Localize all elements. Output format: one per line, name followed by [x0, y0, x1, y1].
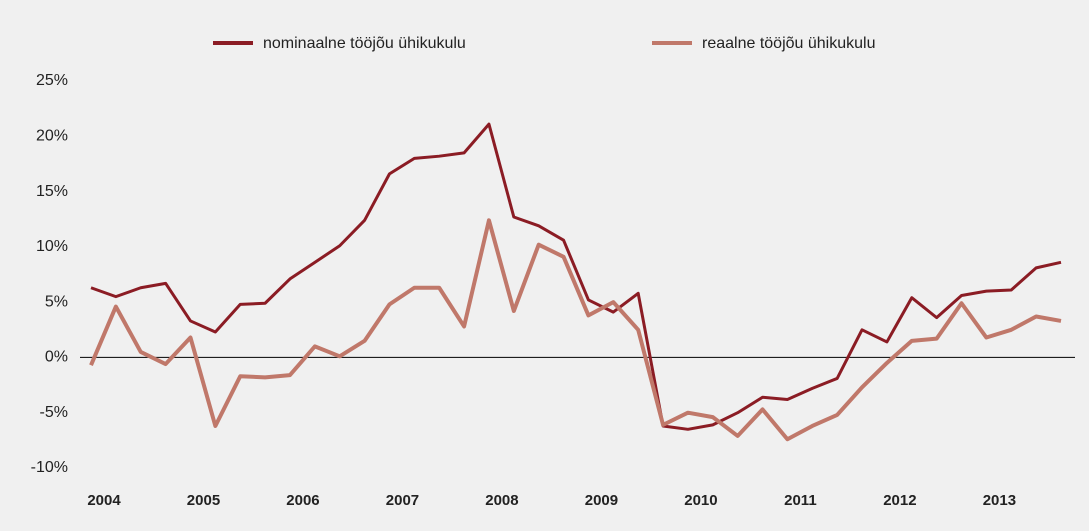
x-tick-label: 2008	[485, 492, 518, 509]
y-tick-label: 25%	[36, 72, 68, 89]
x-tick-label: 2005	[187, 492, 220, 509]
x-tick-label: 2004	[87, 492, 121, 509]
legend-label: nominaalne tööjõu ühikukulu	[263, 35, 466, 52]
y-tick-label: 20%	[36, 128, 68, 145]
legend-label: reaalne tööjõu ühikukulu	[702, 35, 875, 52]
x-tick-label: 2010	[684, 492, 717, 509]
y-tick-label: 15%	[36, 183, 68, 200]
x-tick-label: 2009	[585, 492, 618, 509]
x-tick-label: 2006	[286, 492, 319, 509]
y-tick-label: -10%	[31, 459, 68, 476]
x-tick-label: 2013	[983, 492, 1016, 509]
x-tick-label: 2011	[784, 492, 817, 509]
y-tick-label: 0%	[45, 349, 68, 366]
x-tick-label: 2007	[386, 492, 419, 509]
series-line	[89, 218, 1062, 442]
y-tick-label: -5%	[40, 404, 68, 421]
y-tick-label: 10%	[36, 238, 68, 255]
y-tick-label: 5%	[45, 293, 68, 310]
series-line	[90, 122, 1062, 431]
x-tick-label: 2012	[883, 492, 916, 509]
